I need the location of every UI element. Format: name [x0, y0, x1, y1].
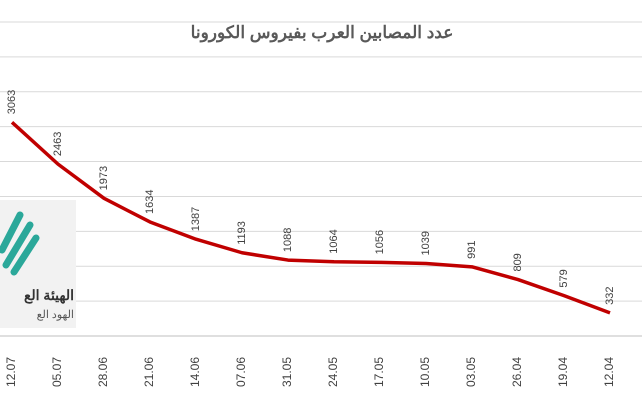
logo-subtitle: الهود الع: [37, 309, 74, 321]
data-label: 2463: [52, 132, 64, 156]
x-tick-label: 05.07: [50, 357, 64, 387]
data-label: 1193: [236, 221, 248, 245]
x-tick-label: 07.06: [234, 357, 248, 387]
x-tick-label: 19.04: [556, 357, 570, 387]
x-tick-label: 03.05: [464, 357, 478, 387]
x-tick-label: 26.04: [510, 357, 524, 387]
data-label: 1088: [282, 228, 294, 252]
data-label: 1039: [420, 231, 432, 255]
logo-title: الهيئة الع: [24, 287, 74, 304]
data-label: 1056: [374, 230, 386, 254]
logo-bg: [0, 200, 76, 328]
data-label: 579: [558, 269, 570, 287]
x-tick-label: 31.05: [280, 357, 294, 387]
grid: [0, 21, 642, 302]
line: [10, 120, 611, 315]
x-tick-label: 14.06: [188, 357, 202, 387]
x-tick-label: 24.05: [326, 357, 340, 387]
x-tick-label: 21.06: [142, 357, 156, 387]
data-label: 991: [466, 240, 478, 258]
logo-icon: [0, 211, 40, 276]
data-label: 1064: [328, 229, 340, 253]
x-tick-label: 12.07: [4, 357, 18, 387]
data-label: 809: [512, 253, 524, 271]
data-label: 332: [604, 286, 616, 304]
x-tick-label: 12.04: [602, 357, 616, 387]
x-tick-label: 10.05: [418, 357, 432, 387]
logo: الهيئة الع الهود الع: [0, 200, 76, 328]
data-label: 1387: [190, 207, 202, 231]
data-label: 3063: [6, 90, 18, 114]
x-tick-label: 17.05: [372, 357, 386, 387]
chart-title: عدد المصابين العرب بفيروس الكورونا: [191, 23, 454, 43]
data-label: 1973: [98, 166, 110, 190]
x-tick-label: 28.06: [96, 357, 110, 387]
data-label: 1634: [144, 189, 156, 213]
